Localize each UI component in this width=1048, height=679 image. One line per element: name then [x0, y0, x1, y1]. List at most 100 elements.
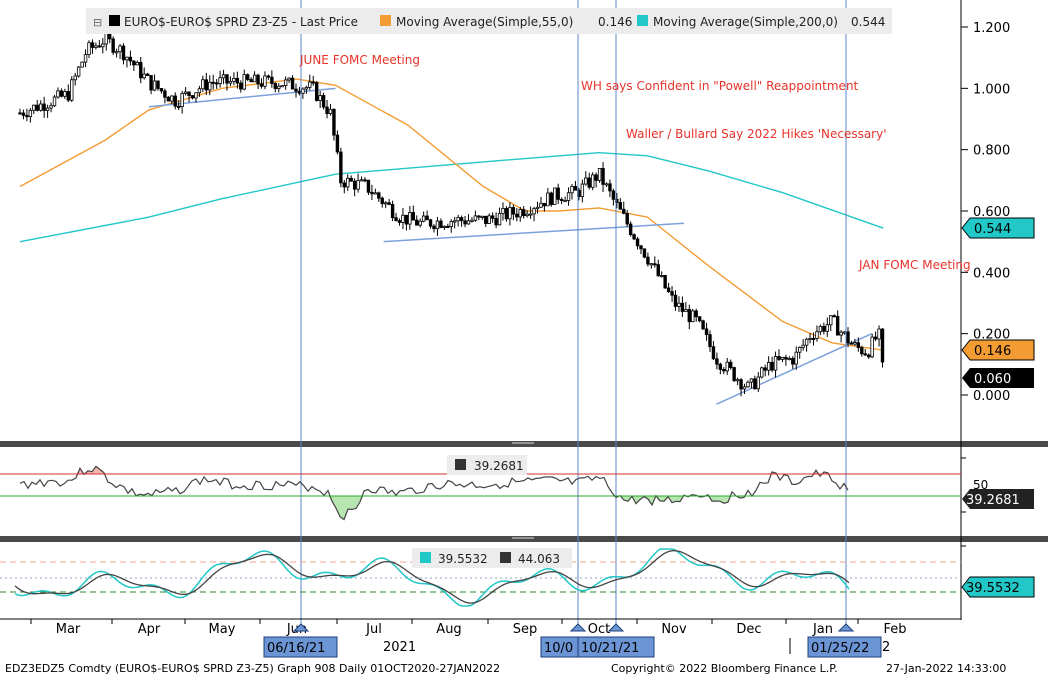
- candle-body: [787, 358, 792, 361]
- candle-body: [314, 82, 319, 101]
- candle-body: [408, 212, 412, 225]
- candle-body: [656, 264, 660, 277]
- candle-body: [373, 192, 378, 195]
- candle-body: [159, 88, 164, 92]
- ma200-line: [19, 151, 884, 243]
- candle-body: [477, 215, 481, 218]
- candle-body: [573, 185, 578, 191]
- price-axis-label: 0.200: [973, 328, 1010, 343]
- candle-body: [829, 315, 833, 326]
- event-date-jan: 01/25/22: [811, 641, 869, 656]
- candle-body: [649, 263, 654, 266]
- candle-body: [156, 80, 160, 89]
- candle-body: [718, 363, 723, 370]
- x-axis-month-label: Mar: [56, 622, 81, 637]
- candle-body: [359, 179, 364, 182]
- event-box-jun[interactable]: [263, 636, 338, 658]
- candle-body: [611, 190, 616, 200]
- candle-body: [487, 215, 491, 224]
- candle-body: [594, 174, 598, 181]
- candle-body: [352, 180, 357, 190]
- candle-body: [163, 90, 167, 98]
- rsi-oversold-fill: [20, 496, 848, 520]
- annotation-june-fomc: JUNE FOMC Meeting: [299, 53, 420, 67]
- panel-divider-1[interactable]: [0, 441, 1048, 447]
- event-lines: [300, 0, 847, 626]
- candle-body: [139, 61, 143, 79]
- candle-body: [653, 263, 657, 266]
- candle-body: [83, 54, 88, 63]
- legend-price-label: EURO$-EURO$ SPRD Z3-Z5 - Last Price: [124, 15, 358, 29]
- candle-body: [822, 325, 826, 332]
- candle-body: [183, 91, 188, 94]
- event-marker-jun: [292, 623, 310, 632]
- candle-body: [559, 198, 564, 201]
- candle-body: [642, 248, 647, 258]
- candle-body: [173, 95, 177, 107]
- candle-body: [49, 105, 53, 109]
- candle-body: [190, 95, 195, 99]
- candle-body: [449, 221, 453, 227]
- candle-body: [304, 86, 309, 90]
- candle-body: [208, 81, 212, 91]
- candle-body: [297, 90, 302, 94]
- chart-legend: ⊟ EURO$-EURO$ SPRD Z3-Z5 - Last Price Mo…: [86, 8, 892, 34]
- event-box-jan[interactable]: [807, 636, 882, 658]
- candle-body: [704, 328, 709, 335]
- stoch-k-label: 39.5532: [438, 552, 488, 566]
- trendline: [383, 222, 685, 243]
- price-candles: [18, 26, 885, 397]
- candle-body: [742, 386, 747, 390]
- ma200-polyline: [19, 151, 884, 243]
- stoch-d-swatch: [500, 552, 511, 563]
- candle-body: [508, 207, 512, 220]
- candle-body: [773, 356, 778, 371]
- stoch-k-swatch: [420, 552, 431, 563]
- event-box-oct21[interactable]: [577, 636, 655, 658]
- candle-body: [73, 75, 77, 81]
- candle-body: [663, 275, 667, 289]
- candle-body: [294, 88, 298, 92]
- candle-body: [739, 379, 743, 390]
- candle-body: [370, 191, 374, 195]
- candle-body: [45, 107, 50, 111]
- candle-body: [470, 219, 474, 222]
- legend-collapse-icon[interactable]: ⊟: [93, 16, 102, 29]
- candle-body: [404, 214, 409, 225]
- candle-body: [511, 207, 516, 215]
- candle-body: [149, 75, 153, 91]
- candle-body: [366, 179, 371, 193]
- candle-body: [553, 187, 557, 205]
- x-axis-month-label: Aug: [436, 622, 461, 637]
- candle-body: [390, 204, 395, 219]
- candle-body: [335, 134, 340, 153]
- candle-body: [415, 219, 419, 226]
- candle-body: [873, 336, 878, 340]
- panel-divider-2[interactable]: [0, 536, 1048, 542]
- candle-body: [766, 361, 771, 371]
- candle-body: [546, 192, 550, 207]
- candle-body: [794, 351, 798, 365]
- candle-body: [753, 378, 757, 390]
- candle-body: [108, 32, 112, 40]
- price-axis-label: 1.000: [973, 82, 1010, 97]
- candle-body: [118, 45, 122, 53]
- candle-body: [791, 358, 795, 365]
- candle-body: [556, 187, 560, 200]
- candle-body: [694, 310, 698, 318]
- candle-body: [287, 77, 291, 81]
- candle-body: [749, 378, 754, 383]
- candle-body: [880, 328, 885, 363]
- candle-body: [815, 331, 819, 339]
- rsi-label-bg: [447, 455, 527, 475]
- candle-body: [442, 225, 447, 228]
- x-axis-month-label: May: [209, 622, 236, 637]
- candle-body: [818, 325, 823, 333]
- candle-body: [439, 220, 443, 228]
- annotation-jan-fomc: JAN FOMC Meeting: [858, 258, 971, 272]
- candle-body: [660, 275, 664, 278]
- legend-ma200-label: Moving Average(Simple,200,0): [653, 15, 838, 29]
- candle-body: [266, 75, 271, 78]
- candle-body: [180, 93, 184, 107]
